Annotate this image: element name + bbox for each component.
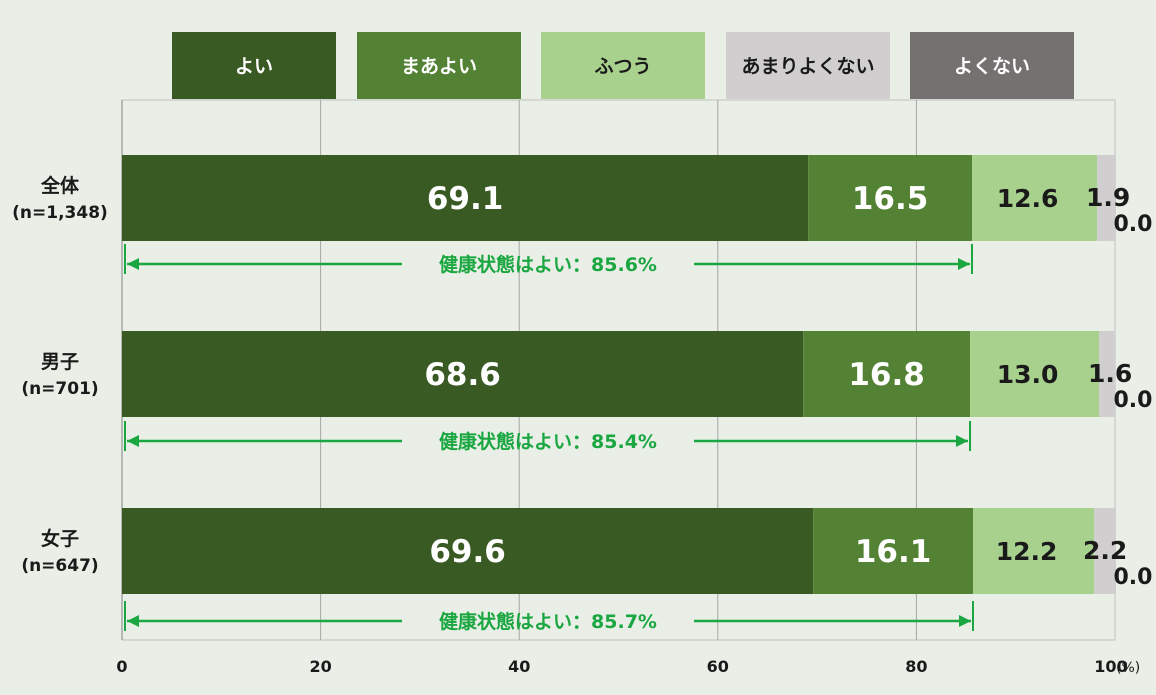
data-label: 13.0	[997, 360, 1059, 389]
data-label: 12.6	[997, 184, 1059, 213]
legend-swatch	[910, 32, 1074, 99]
annotation-label: 健康状態はよい：85.4%	[439, 430, 657, 453]
legend-swatch	[357, 32, 521, 99]
data-label: 1.9	[1086, 183, 1130, 212]
bar-segment	[122, 155, 809, 241]
x-axis-unit: (%)	[1116, 660, 1140, 676]
legend-label: よい	[235, 56, 273, 78]
legend-swatch	[726, 32, 890, 99]
category-label: 全体	[40, 174, 80, 197]
data-label: 2.2	[1083, 536, 1127, 565]
category-sample-size: (n=701)	[21, 379, 98, 399]
category-sample-size: (n=647)	[21, 556, 98, 576]
bar-segment	[972, 155, 1098, 241]
bar-segment	[1094, 508, 1116, 594]
data-label: 16.1	[855, 534, 932, 570]
bar-segment	[973, 508, 1095, 594]
bar-segment	[1099, 331, 1115, 417]
x-tick-label: 0	[116, 657, 127, 676]
legend-label: よくない	[954, 56, 1030, 78]
data-label: 69.1	[427, 181, 504, 217]
bar-segment	[122, 331, 804, 417]
data-label: 1.6	[1088, 359, 1132, 388]
category-label: 男子	[41, 351, 79, 373]
annotation-label: 健康状態はよい：85.6%	[439, 253, 657, 276]
data-label: 16.5	[852, 181, 929, 217]
category-sample-size: (n=1,348)	[12, 203, 108, 223]
legend-label: まあよい	[401, 56, 477, 78]
data-label: 12.2	[996, 537, 1058, 566]
data-label: 0.0	[1114, 565, 1153, 590]
annotation-arrowhead	[127, 615, 139, 627]
x-tick-label: 20	[309, 657, 331, 676]
annotation-arrowhead	[127, 258, 139, 270]
bar-segment	[813, 508, 974, 594]
data-label: 0.0	[1114, 388, 1153, 413]
x-tick-label: 40	[508, 657, 530, 676]
data-label: 68.6	[424, 357, 501, 393]
bar-segment	[808, 155, 973, 241]
data-label: 0.0	[1114, 212, 1153, 237]
annotation-arrowhead	[956, 435, 969, 447]
annotation-arrowhead	[959, 615, 972, 627]
annotation-arrowhead	[958, 258, 971, 270]
annotation-label: 健康状態はよい：85.7%	[439, 610, 657, 633]
data-label: 69.6	[429, 534, 506, 570]
x-tick-label: 80	[905, 657, 927, 676]
bar-segment	[970, 331, 1100, 417]
legend-swatch	[541, 32, 705, 99]
legend-swatch	[172, 32, 336, 99]
bar-segment	[803, 331, 971, 417]
legend-label: ふつう	[594, 56, 651, 78]
x-tick-label: 100	[1094, 657, 1127, 676]
bar-segment	[122, 508, 814, 594]
category-label: 女子	[41, 527, 79, 550]
data-label: 16.8	[848, 357, 925, 393]
x-tick-label: 60	[707, 657, 729, 676]
legend-label: あまりよくない	[741, 56, 874, 78]
bar-segment	[1097, 155, 1116, 241]
annotation-arrowhead	[127, 435, 139, 447]
